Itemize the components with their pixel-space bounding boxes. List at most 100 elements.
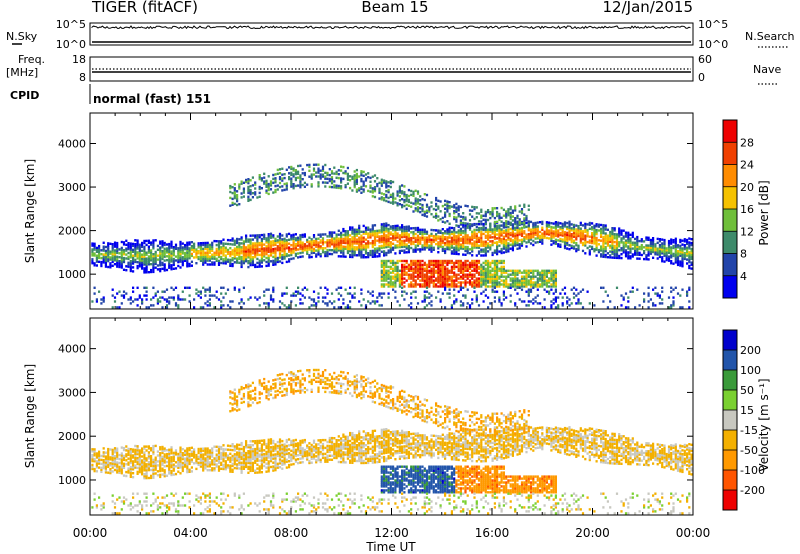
power-cell [593,238,596,241]
power-cell [425,209,429,212]
power-cell [523,219,526,222]
power-cell [136,304,139,307]
power-cell [288,306,291,309]
power-cell [471,275,474,278]
power-cell [509,233,512,237]
power-cell [120,258,123,261]
power-cell [236,253,239,256]
power-cell [245,256,248,259]
power-cell [462,273,465,276]
power-cell [498,269,501,272]
power-cell [493,222,496,226]
power-cell [240,252,243,255]
power-cell [464,222,467,225]
power-cell [624,231,628,234]
power-cell [419,240,422,243]
power-cell [236,249,239,252]
power-cell [661,290,664,293]
power-cell [362,230,365,233]
velocity-cell [111,464,114,467]
power-cell [511,209,514,212]
power-cell [548,269,551,272]
power-cell [330,243,334,246]
power-cell [441,245,444,249]
power-cell [310,244,313,247]
power-cell [638,304,641,307]
power-cell [204,290,207,293]
power-cell [310,298,313,301]
power-cell [471,298,474,301]
power-cell [258,234,261,237]
power-cell [204,302,207,305]
power-cell [523,221,526,224]
power-cell [109,242,112,245]
power-cell [383,292,386,295]
power-cell [462,261,465,265]
power-cell [330,292,334,295]
power-cell [213,261,216,264]
power-cell [432,236,435,240]
power-cell [330,233,334,236]
power-cell [686,250,689,253]
power-cell [652,242,655,246]
power-cell [150,259,153,262]
power-cell [342,253,345,256]
power-cell [457,269,460,272]
power-cell [455,224,458,227]
velocity-cell [102,447,105,450]
power-cell [238,302,241,305]
power-cell [265,249,268,252]
power-cell [491,290,494,293]
power-cell [425,273,429,276]
power-cell [550,275,553,278]
power-cell [525,283,528,286]
power-cell [394,246,397,249]
power-cell [464,283,467,286]
power-cell [554,234,557,238]
power-cell [455,241,458,244]
power-cell [337,298,340,301]
power-cell [505,269,508,272]
power-cell [315,253,318,256]
power-cell [654,243,657,246]
power-cell [405,261,408,265]
power-cell [369,232,372,235]
power-cell [195,256,198,259]
power-cell [392,288,395,291]
power-cell [236,199,239,203]
power-cell [557,225,560,228]
power-cell [301,245,304,248]
power-cell [306,183,309,186]
power-cell [369,292,372,295]
power-cell [627,231,630,234]
power-cell [141,249,144,252]
power-cell [667,259,671,262]
power-cell [423,281,426,284]
power-cell [355,248,358,251]
power-cell [392,236,395,240]
power-cell [412,202,415,205]
power-cell [407,265,410,269]
power-cell [462,239,465,243]
power-cell [129,252,132,255]
power-cell [615,233,619,236]
power-cell [428,283,431,286]
power-cell [392,269,395,272]
power-cell [446,281,449,284]
power-cell [394,224,397,228]
power-cell [489,269,492,272]
power-cell [568,238,571,241]
power-cell [491,288,494,291]
power-cell [489,261,492,265]
power-cell [496,285,499,288]
power-cell [595,248,598,251]
power-cell [202,259,205,262]
power-cell [362,256,365,259]
power-cell [464,226,467,229]
power-cell [165,300,169,303]
power-cell [389,259,392,263]
power-cell [326,171,329,175]
velocity-cell [125,463,128,466]
power-cell [285,260,288,264]
power-cell [414,226,417,230]
